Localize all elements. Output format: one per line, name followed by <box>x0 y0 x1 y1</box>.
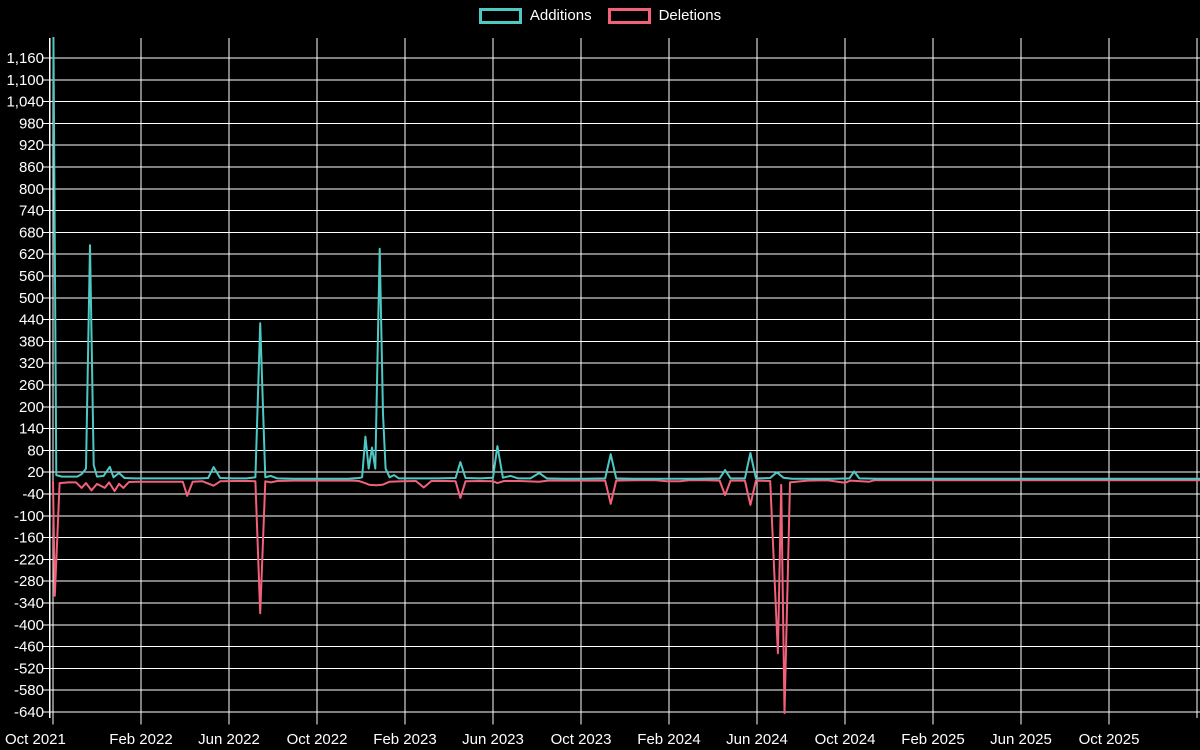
y-tick-label: 80 <box>27 442 44 459</box>
y-tick-label: 740 <box>19 203 44 220</box>
x-tick-label: Oct 2023 <box>551 731 612 748</box>
additions-line <box>52 37 1200 480</box>
y-tick-label: 380 <box>19 333 44 350</box>
x-tick-label: Jun 2024 <box>726 731 788 748</box>
y-tick-label: 560 <box>19 268 44 285</box>
y-tick-label: -580 <box>14 682 44 699</box>
y-tick-label: 860 <box>19 159 44 176</box>
x-tick-label: Oct 2025 <box>1079 731 1140 748</box>
y-tick-label: -340 <box>14 595 44 612</box>
additions-legend-label: Additions <box>529 7 592 24</box>
x-tick-label: Feb 2024 <box>637 731 700 748</box>
y-tick-label: 500 <box>19 290 44 307</box>
y-tick-label: 980 <box>19 115 44 132</box>
legend-item-deletions[interactable]: Deletions <box>607 7 722 24</box>
axis-labels: 1,160 1,100 1,040 980 920 860 800 740 680 620 560 5… <box>5 50 1139 748</box>
y-tick-label: -100 <box>14 508 44 525</box>
y-tick-label: 800 <box>19 181 44 198</box>
y-tick-label: -520 <box>14 660 44 677</box>
y-tick-label: 320 <box>19 355 44 372</box>
y-tick-label: 260 <box>19 377 44 394</box>
y-tick-label: 200 <box>19 399 44 416</box>
y-tick-label: 920 <box>19 137 44 154</box>
chart-legend: Additions Deletions <box>0 7 1200 24</box>
x-tick-label: Jun 2025 <box>990 731 1052 748</box>
legend-item-additions[interactable]: Additions <box>478 7 592 24</box>
x-tick-label: Oct 2024 <box>815 731 876 748</box>
y-tick-label: 620 <box>19 246 44 263</box>
y-tick-label: -40 <box>22 486 44 503</box>
y-tick-label: 1,040 <box>6 94 44 111</box>
y-tick-label: 1,160 <box>6 50 44 67</box>
x-tick-label: Feb 2022 <box>109 731 172 748</box>
y-tick-label: -220 <box>14 551 44 568</box>
x-tick-label: Jun 2023 <box>462 731 524 748</box>
y-tick-label: 140 <box>19 421 44 438</box>
axes <box>43 38 1110 725</box>
y-tick-label: -280 <box>14 573 44 590</box>
additions-swatch-icon <box>478 7 522 24</box>
data-series <box>52 37 1200 715</box>
x-tick-label: Feb 2023 <box>373 731 436 748</box>
deletions-line <box>52 479 1200 715</box>
y-tick-label: -460 <box>14 639 44 656</box>
x-tick-label: Feb 2025 <box>901 731 964 748</box>
y-tick-label: 440 <box>19 312 44 329</box>
gridlines <box>49 38 1200 718</box>
y-tick-label: -400 <box>14 617 44 634</box>
deletions-legend-label: Deletions <box>658 7 722 24</box>
deletions-swatch-icon <box>607 7 651 24</box>
x-tick-label: Jun 2022 <box>198 731 260 748</box>
y-tick-label: -640 <box>14 704 44 721</box>
y-tick-label: -160 <box>14 530 44 547</box>
x-tick-label: Oct 2021 <box>5 731 66 748</box>
x-tick-label: Oct 2022 <box>287 731 348 748</box>
y-tick-label: 680 <box>19 224 44 241</box>
y-tick-label: 20 <box>27 464 44 481</box>
y-tick-label: 1,100 <box>6 72 44 89</box>
